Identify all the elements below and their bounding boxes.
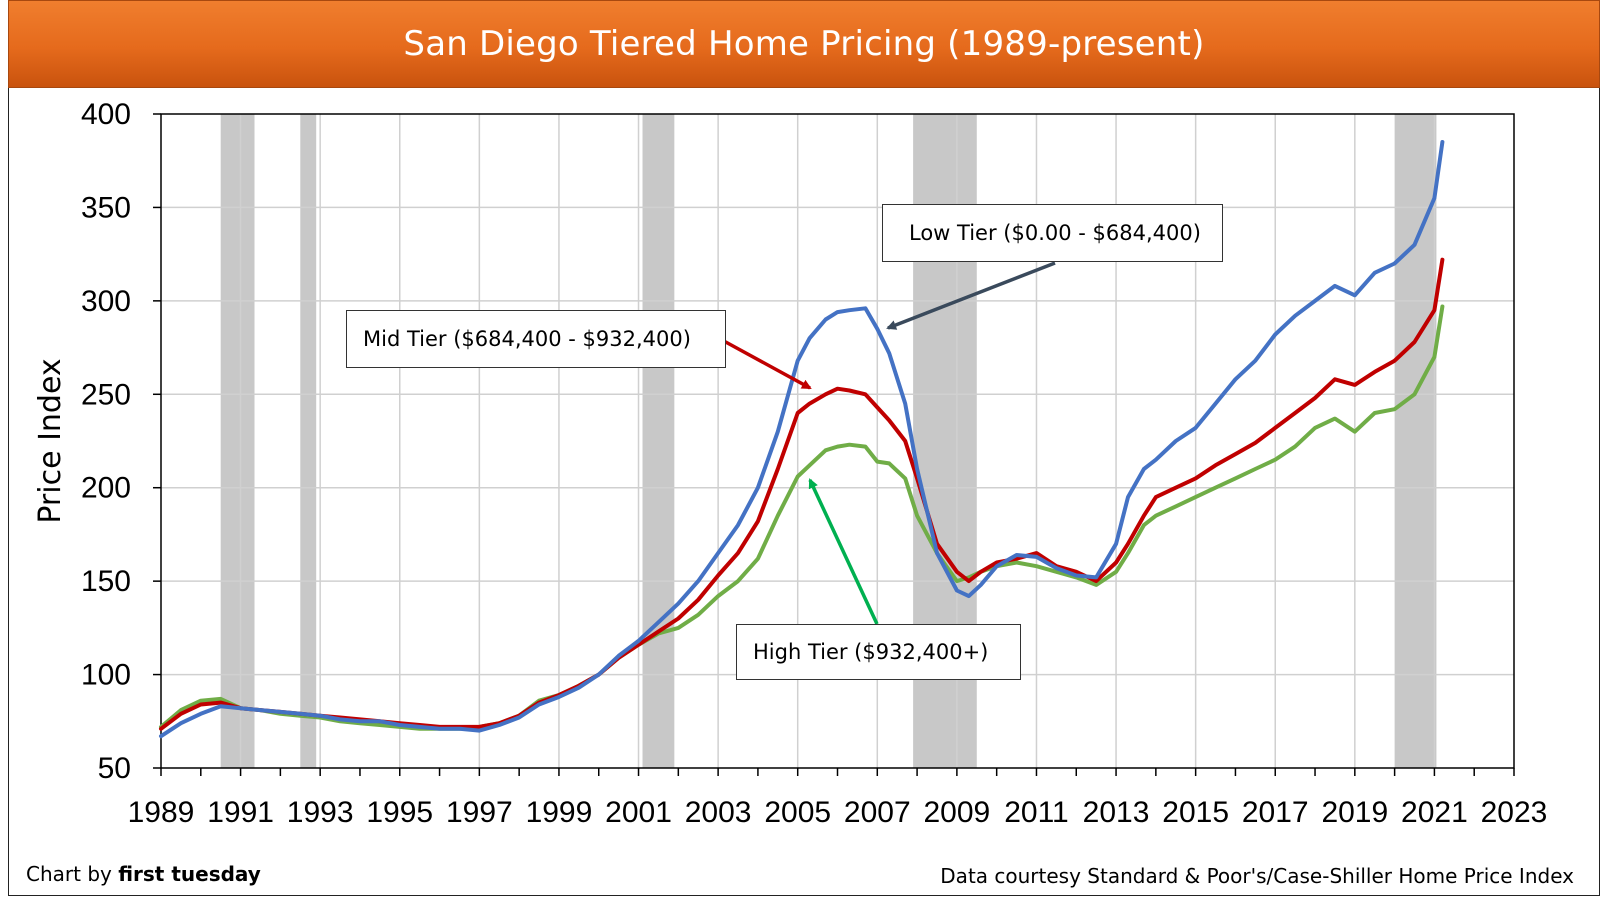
mid-tier-callout: Mid Tier ($684,400 - $932,400) <box>346 310 726 368</box>
recession-band-2 <box>642 114 675 768</box>
x-tick-label: 2019 <box>1321 796 1388 829</box>
x-tick-label: 2013 <box>1083 796 1150 829</box>
high-tier-line <box>159 304 1445 731</box>
high-tier-callout: High Tier ($932,400+) <box>736 624 1021 680</box>
y-tick-label: 250 <box>81 378 131 411</box>
x-tick-label: 1991 <box>207 796 274 829</box>
x-tick-label: 2005 <box>764 796 831 829</box>
gridlines <box>161 114 1514 768</box>
high-tier-arrow <box>808 478 879 625</box>
low-tier-label: Low Tier ($0.00 - $684,400) <box>909 221 1201 245</box>
y-tick-label: 200 <box>81 472 131 505</box>
annotation-arrows <box>721 261 1056 625</box>
low-tier-arrow <box>886 261 1056 330</box>
chart-title: San Diego Tiered Home Pricing (1989-pres… <box>403 24 1205 64</box>
y-tick-label: 400 <box>81 98 131 131</box>
x-tick-label: 1999 <box>526 796 593 829</box>
y-tick-label: 150 <box>81 565 131 598</box>
recession-band-0 <box>220 114 255 768</box>
x-tick-label: 2017 <box>1242 796 1309 829</box>
x-tick-label: 1995 <box>366 796 433 829</box>
high-tier-label: High Tier ($932,400+) <box>753 640 989 664</box>
credit-prefix: Chart by <box>26 862 119 886</box>
y-tick-label: 50 <box>98 752 131 785</box>
x-tick-label: 2003 <box>685 796 752 829</box>
low-tier-callout: Low Tier ($0.00 - $684,400) <box>882 204 1223 262</box>
chart-frame <box>8 0 1600 896</box>
x-tick-label: 2021 <box>1401 796 1468 829</box>
x-tick-label: 2009 <box>924 796 991 829</box>
low-tier-line <box>159 140 1445 739</box>
y-axis-title: Price Index <box>33 358 68 523</box>
mid-tier-label: Mid Tier ($684,400 - $932,400) <box>363 327 691 351</box>
chart-credit: Chart by first tuesday <box>26 862 261 886</box>
recession-band-4 <box>1394 114 1437 768</box>
x-axis-ticks: 1989 1991 1993 1995 1997 1999 2001 2003 2005 2007… <box>128 768 1548 829</box>
credit-brand: first tuesday <box>118 862 261 886</box>
data-source: Data courtesy Standard & Poor's/Case-Shi… <box>940 864 1574 888</box>
x-tick-label: 2023 <box>1481 796 1548 829</box>
y-tick-label: 350 <box>81 191 131 224</box>
x-tick-label: 1997 <box>446 796 513 829</box>
y-axis-ticks: 50 100 150 200 250 300 350 400 <box>81 98 161 785</box>
recession-band-1 <box>300 114 317 768</box>
x-tick-label: 2001 <box>605 796 672 829</box>
x-tick-label: 2007 <box>844 796 911 829</box>
y-tick-label: 100 <box>81 659 131 692</box>
mid-tier-arrow <box>721 338 812 390</box>
title-bar: San Diego Tiered Home Pricing (1989-pres… <box>8 0 1600 88</box>
series-group <box>159 140 1445 739</box>
x-tick-label: 1989 <box>128 796 195 829</box>
x-tick-label: 2015 <box>1162 796 1229 829</box>
y-tick-label: 300 <box>81 285 131 318</box>
x-tick-label: 2011 <box>1004 796 1069 829</box>
x-tick-label: 1993 <box>287 796 354 829</box>
